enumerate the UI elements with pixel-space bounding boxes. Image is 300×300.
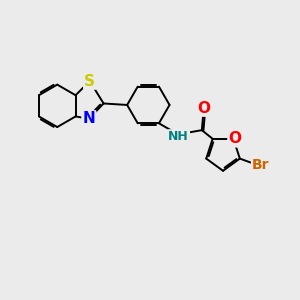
Text: NH: NH — [168, 130, 189, 143]
Text: O: O — [228, 131, 242, 146]
Text: O: O — [197, 100, 210, 116]
Text: S: S — [84, 74, 95, 88]
Text: Br: Br — [252, 158, 269, 172]
Text: N: N — [82, 111, 95, 126]
